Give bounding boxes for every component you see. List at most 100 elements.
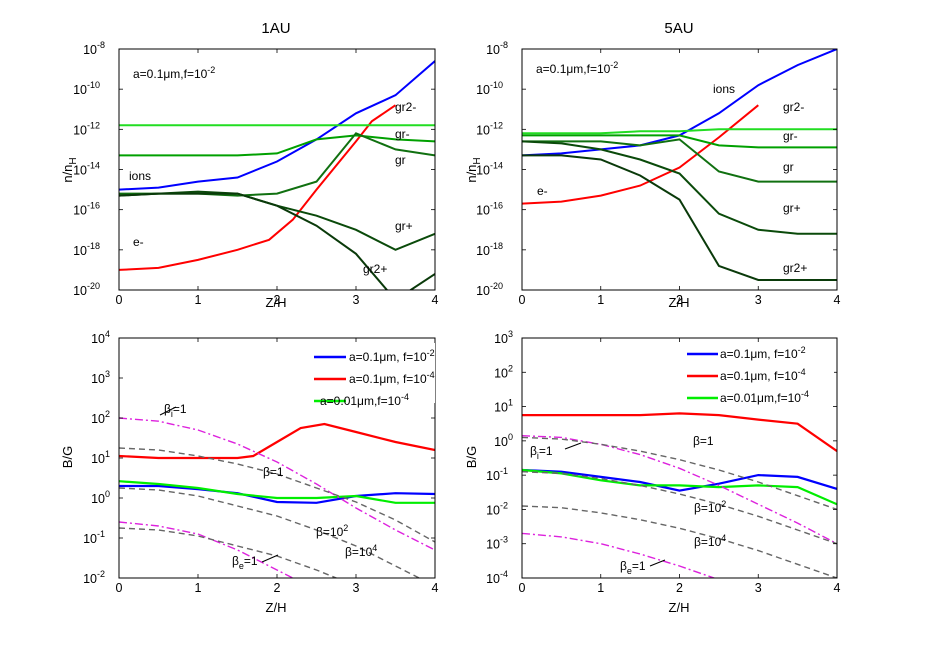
ylabel: n/nH (464, 157, 483, 182)
y-tick-label: 10-18 (73, 241, 100, 258)
legend: a=0.1μm, f=10-2 a=0.1μm, f=10-4 a=0.01μm… (311, 343, 435, 408)
beta-1e2-label: β=102 (694, 499, 726, 515)
y-tick-label: 101 (494, 398, 513, 415)
field-plot-right: 0 1 2 3 4 10-4 10-3 10-2 10-1 100 101 102 103 Z/H B/… (464, 329, 841, 615)
beta-e-label: βe=1 (232, 554, 258, 571)
y-tick-label: 10-16 (73, 201, 100, 218)
curve-label-gr: gr (783, 160, 794, 174)
ylabel-main: n/n (464, 165, 479, 183)
x-tick-label: 2 (676, 581, 683, 595)
series-line-e- (119, 104, 397, 271)
y-tick-label: 100 (494, 432, 513, 449)
y-tick-label: 10-2 (83, 569, 105, 586)
y-tick-label: 10-14 (73, 161, 100, 178)
x-tick-label: 0 (116, 581, 123, 595)
curve-label-gr-plus: gr+ (783, 201, 801, 215)
series-line-ions (119, 60, 435, 191)
x-tick-label: 0 (519, 293, 526, 307)
legend-exp: -4 (427, 370, 435, 380)
legend-text: a=0.1μm, f=10 (349, 350, 427, 364)
beta-i-arrow (159, 406, 177, 416)
y-tick-label: 104 (91, 329, 110, 346)
legend-text: a=0.01μm,f=10 (720, 391, 801, 405)
beta-1-label: β=1 (263, 465, 284, 479)
ylabel-sub: H (68, 157, 79, 164)
curve-label-gr2-plus: gr2+ (363, 262, 387, 276)
legend-box (311, 343, 435, 403)
y-tick-label: 10-4 (486, 569, 508, 586)
param-exp: -2 (207, 65, 215, 75)
y-tick-label: 10-1 (83, 529, 105, 546)
ylabel: B/G (60, 446, 75, 468)
series-line-βe=1 (522, 532, 717, 578)
param-text: a=0.1μm,f=10-2 (133, 65, 215, 81)
series-line-β=10^2 (119, 487, 421, 578)
x-tick-label: 0 (519, 581, 526, 595)
y-tick-label: 10-16 (476, 201, 503, 218)
curve-label-e-minus: e- (133, 235, 144, 249)
beta-sub: i (171, 409, 173, 419)
series-line-gr (522, 138, 837, 183)
legend-entry: a=0.01μm,f=10-4 (720, 389, 809, 405)
beta-base: β=10 (345, 545, 373, 559)
ylabel-main: n/n (60, 165, 75, 183)
x-tick-label: 3 (353, 293, 360, 307)
y-tick-label: 10-12 (73, 120, 100, 137)
series-line-e- (522, 104, 759, 205)
beta-base: β=10 (694, 535, 722, 549)
y-tick-label: 100 (91, 489, 110, 506)
beta-tail: =1 (244, 554, 258, 568)
ylabel-sub: H (472, 157, 483, 164)
xlabel: Z/H (266, 600, 287, 615)
y-tick-label: 10-8 (486, 40, 508, 57)
x-tick-label: 1 (195, 581, 202, 595)
y-tick-label: 10-14 (476, 161, 503, 178)
series-line-a=0.1μm, f=10^-4 (119, 422, 435, 460)
beta-i-label: βi=1 (164, 402, 187, 419)
legend-text: a=0.01μm,f=10 (320, 394, 401, 408)
series-line-β=10^4 (119, 527, 339, 578)
param-text: a=0.1μm,f=10-2 (536, 60, 618, 76)
y-tick-label: 10-12 (476, 120, 503, 137)
beta-symbol: β (232, 554, 239, 568)
param-base: a=0.1μm,f=10 (133, 67, 208, 81)
xlabel: Z/H (669, 600, 690, 615)
y-tick-label: 102 (91, 409, 110, 426)
y-tick-label: 10-2 (486, 500, 508, 517)
beta-symbol: β (530, 444, 537, 458)
x-tick-label: 1 (597, 581, 604, 595)
y-tick-label: 101 (91, 449, 110, 466)
beta-tail: =1 (632, 559, 646, 573)
x-tick-label: 3 (755, 581, 762, 595)
xlabel: Z/H (669, 295, 690, 310)
beta-i-label: βi=1 (530, 444, 553, 461)
curve-label-gr2-minus: gr2- (783, 100, 804, 114)
x-tick-label: 2 (274, 293, 281, 307)
legend-text: a=0.1μm, f=10 (349, 372, 427, 386)
x-tick-label: 1 (195, 293, 202, 307)
param-base: a=0.1μm,f=10 (536, 62, 611, 76)
beta-1e4-label: β=104 (694, 533, 726, 549)
density-plot-1au: 0 1 2 3 410-2010-1810-1610-1410-1210-1010-8 … (60, 40, 439, 310)
beta-i-arrow (564, 442, 582, 450)
x-tick-label: 4 (834, 293, 841, 307)
series-line-a=0.1μm, f=10^-2 (119, 484, 435, 504)
series-line-a=0.1μm, f=10^-2 (522, 468, 837, 492)
y-tick-label: 10-10 (476, 80, 503, 97)
beta-e-label: βe=1 (620, 559, 646, 576)
curve-label-gr2-minus: gr2- (395, 100, 416, 114)
legend-entry: a=0.1μm, f=10-4 (349, 370, 435, 386)
curve-label-gr-plus: gr+ (395, 219, 413, 233)
legend-entry: a=0.1μm, f=10-2 (720, 345, 806, 361)
curve-label-e-minus: e- (537, 184, 548, 198)
x-tick-label: 2 (676, 293, 683, 307)
series-line-β=10^2 (522, 471, 837, 545)
legend: a=0.1μm, f=10-2 a=0.1μm, f=10-4 a=0.01μm… (684, 343, 834, 405)
beta-tail: =1 (539, 444, 553, 458)
beta-e-arrow (261, 554, 279, 563)
curve-label-gr2-plus: gr2+ (783, 261, 807, 275)
series-line-β=10^4 (522, 505, 837, 578)
y-tick-label: 103 (91, 369, 110, 386)
series-line-gr- (119, 134, 435, 157)
curve-label-ions: ions (129, 169, 151, 183)
